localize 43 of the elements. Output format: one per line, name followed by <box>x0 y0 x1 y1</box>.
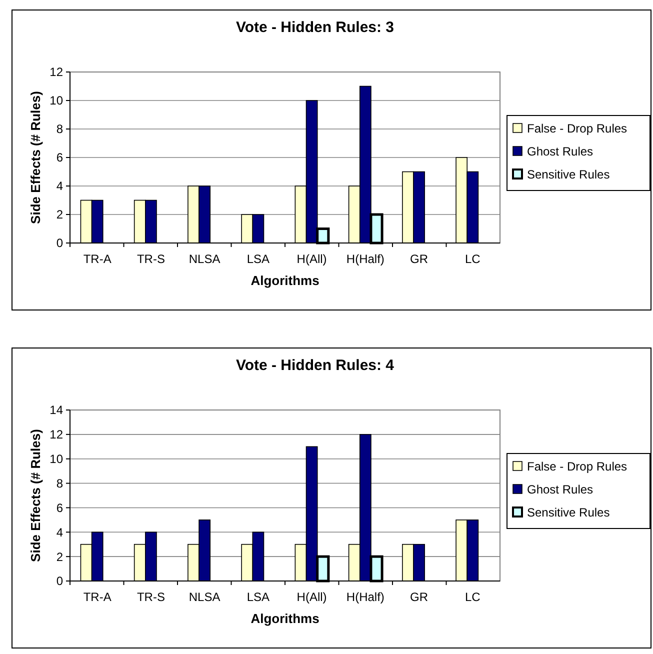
legend-label: False - Drop Rules <box>527 460 628 474</box>
y-tick-label: 2 <box>56 208 64 222</box>
x-tick-label: H(All) <box>296 252 327 266</box>
y-tick-label: 6 <box>56 150 64 165</box>
x-tick-label: TR-S <box>136 252 165 266</box>
y-tick-label: 4 <box>56 179 64 194</box>
x-tick-label: TR-A <box>83 590 112 604</box>
x-tick-label: LSA <box>246 252 270 266</box>
x-tick-label: H(Half) <box>346 590 384 604</box>
y-tick-label: 14 <box>50 403 64 418</box>
x-tick-label: NLSA <box>188 590 220 604</box>
legend-label: Sensitive Rules <box>527 168 610 182</box>
legend-label: False - Drop Rules <box>527 122 628 136</box>
chart-title: Vote - Hidden Rules: 3 <box>236 19 394 36</box>
y-tick-label: 6 <box>56 500 64 515</box>
y-tick-label: 0 <box>56 574 64 588</box>
y-axis-title: Side Effects (# Rules) <box>28 429 43 562</box>
x-axis-title: Algorithms <box>250 273 320 288</box>
y-tick-label: 4 <box>56 525 64 540</box>
y-tick-label: 12 <box>50 65 64 80</box>
y-tick-label: 2 <box>56 550 64 564</box>
y-tick-label: 8 <box>56 122 64 136</box>
y-axis-title: Side Effects (# Rules) <box>28 91 43 224</box>
x-tick-label: TR-S <box>136 590 165 604</box>
x-tick-label: GR <box>410 252 428 266</box>
y-tick-label: 0 <box>56 236 64 250</box>
legend-label: Ghost Rules <box>527 482 594 497</box>
x-tick-label: LC <box>464 590 481 604</box>
x-tick-label: H(All) <box>296 590 327 604</box>
y-tick-label: 12 <box>50 428 64 442</box>
legend-label: Sensitive Rules <box>527 506 610 520</box>
x-tick-label: LSA <box>246 590 270 604</box>
x-tick-label: TR-A <box>83 252 112 266</box>
x-axis-title: Algorithms <box>250 611 320 626</box>
y-tick-label: 10 <box>50 94 64 108</box>
chart-title: Vote - Hidden Rules: 4 <box>236 357 395 374</box>
x-tick-label: H(Half) <box>346 252 384 266</box>
x-tick-label: NLSA <box>188 252 220 266</box>
y-tick-label: 8 <box>56 476 64 490</box>
x-tick-label: GR <box>410 590 428 604</box>
legend-label: Ghost Rules <box>527 144 594 159</box>
x-tick-label: LC <box>464 252 481 266</box>
y-tick-label: 10 <box>50 452 64 466</box>
